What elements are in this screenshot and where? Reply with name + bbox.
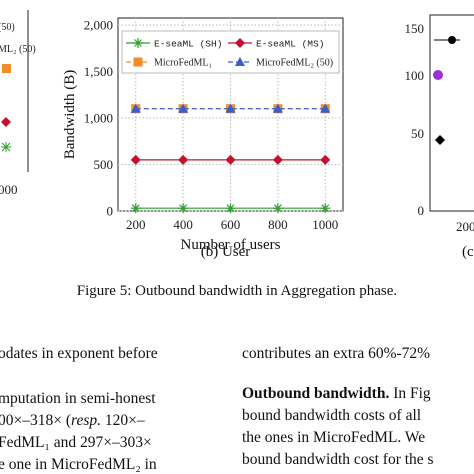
text-line: bound bandwidth cost for the s (242, 451, 434, 468)
y-axis-label: Bandwidth (B) (62, 70, 78, 160)
axis-frame (429, 14, 474, 212)
y-tick-label: 0 (107, 204, 114, 219)
marker (225, 103, 236, 113)
legend-label: E-seaML (MS) (256, 39, 324, 50)
x-tick-label: 1000 (312, 217, 338, 232)
text-line: FedML₁ and 297×–303× (0, 434, 152, 451)
marker (178, 103, 189, 113)
marker (130, 103, 141, 113)
text-line: contributes an extra 60%-72% (242, 345, 430, 362)
text: 00×–318× ( (0, 412, 71, 429)
legend-label: MicroFedML₂ (50) (256, 58, 333, 69)
text-line: the ones in MicroFedML. We (242, 429, 425, 446)
marker (235, 57, 245, 66)
left-fragment: (50) ML₂ (50) 000 (0, 10, 36, 197)
marker (133, 38, 143, 48)
text: Outbound bandwidth. (242, 385, 389, 402)
y-tick-label: 500 (94, 157, 114, 172)
marker (320, 203, 331, 214)
marker (2, 64, 11, 73)
text-line: 00×–318× (resp. 120×– (0, 412, 145, 429)
marker (225, 203, 236, 214)
x-tick-label: 600 (221, 217, 241, 232)
text-line: e one in MicroFedML₂ in (0, 456, 157, 473)
subcaption: (b) User (201, 244, 251, 260)
marker (272, 103, 283, 113)
x-tick-label: 000 (0, 182, 18, 197)
marker (1, 142, 11, 152)
marker (435, 135, 445, 145)
text-line: bound bandwidth costs of all (242, 407, 421, 424)
y-tick-label: 1,500 (84, 64, 113, 79)
y-tick-label: 100 (405, 68, 425, 83)
marker (130, 154, 141, 165)
text: resp. (71, 412, 101, 429)
text-line: odates in exponent before (0, 345, 158, 362)
legend-label: MicroFedML₁ (154, 58, 212, 69)
figure-caption: Figure 5: Outbound bandwidth in Aggregat… (77, 283, 397, 299)
y-tick-label: 2,000 (84, 18, 113, 33)
legend-label: E-seaML (SH) (154, 39, 222, 50)
legend-box (121, 30, 340, 74)
marker (320, 103, 331, 113)
y-tick-label: 0 (418, 203, 425, 218)
text: 120×– (101, 412, 145, 429)
marker (433, 70, 443, 80)
x-axis-label: Number of users (181, 237, 281, 253)
y-tick-label: 50 (411, 126, 424, 141)
subcaption: (c (462, 244, 474, 260)
marker (178, 203, 189, 214)
marker (320, 154, 331, 165)
marker (225, 154, 236, 165)
marker (272, 203, 283, 214)
marker (133, 57, 143, 67)
x-tick-label: 800 (268, 217, 288, 232)
x-tick-label: 400 (173, 217, 193, 232)
y-tick-label: 150 (405, 21, 425, 36)
marker (448, 36, 456, 44)
x-tick-label: 200 (126, 217, 146, 232)
legend-text: ML₂ (50) (0, 44, 36, 55)
marker (272, 154, 283, 165)
right-column: contributes an extra 60%-72% Outbound ba… (242, 345, 434, 468)
text: In Fig (389, 385, 431, 402)
marker (235, 38, 245, 48)
right-fragment: 150 100 50 0 200 (c (405, 14, 474, 260)
x-tick-label: 200 (456, 219, 474, 234)
chart: 0 500 1,000 1,500 2,000 200 400 600 800 1000 Numbe… (62, 17, 344, 260)
text-line: Outbound bandwidth. In Fig (242, 385, 431, 402)
marker (1, 117, 11, 127)
text-line: mputation in semi-honest (0, 390, 156, 407)
y-tick-label: 1,000 (84, 111, 113, 126)
marker (130, 203, 141, 214)
legend-text: (50) (0, 22, 15, 33)
marker (178, 154, 189, 165)
left-column: odates in exponent before mputation in s… (0, 345, 158, 473)
